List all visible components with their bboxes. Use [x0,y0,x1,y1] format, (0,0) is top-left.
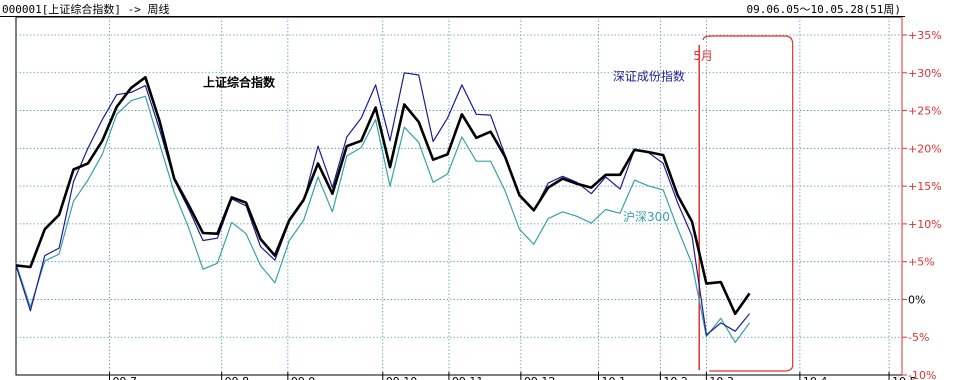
highlight-bracket [702,35,794,372]
chart-header: 000001[上证综合指数] -> 周线 09.06.05～10.05.28(5… [0,0,905,17]
y-tick-label: +20% [908,142,942,155]
y-tick-label: +5% [908,256,935,269]
date-range-label: 09.06.05～10.05.28(51周) [746,3,901,16]
y-tick-label: +35% [908,29,942,42]
x-tick-label: 10.5 [892,375,917,380]
series-annotation: 沪深300 [623,210,670,224]
y-tick-label: -10% [908,369,936,380]
y-tick-label: -5% [908,331,929,344]
y-tick-label: +15% [908,180,942,193]
y-tick-label: +10% [908,218,942,231]
series-line [15,95,750,344]
y-tick-label: 0% [908,293,925,306]
highlight-label: 5月 [693,49,713,63]
y-tick-label: +25% [908,105,942,118]
series-annotation: 上证综合指数 [203,74,276,89]
x-tick-label: 09.7 [112,375,137,380]
x-tick-label: 10.1 [602,375,627,380]
x-tick-label: 09.8 [225,375,250,380]
series-annotation: 深证成份指数 [613,68,685,83]
grid-lines [15,16,903,376]
series-line [15,76,751,316]
may-highlight: 5月 [693,35,794,372]
series-line [15,72,750,336]
x-tick-label: 09.11 [452,375,484,380]
y-axis: +35% +30% +25% +20% +15% +10% +5% 0% -5% -10% [901,17,942,380]
x-tick-label: 09.10 [386,375,418,380]
x-tick-label: 10.4 [803,375,828,380]
x-axis: 09.7 09.8 09.9 09.10 09.11 09.12 10.1 10.2 10.3 1… [108,372,917,380]
x-tick-label: 09.9 [291,375,316,380]
series-lines [15,72,751,344]
index-code-label: 000001[上证综合指数] -> 周线 [2,3,170,16]
x-tick-label: 10.2 [663,375,688,380]
x-tick-label: 10.3 [709,375,734,380]
x-tick-label: 09.12 [524,375,556,380]
plot-frame [15,16,903,376]
y-tick-label: +30% [908,67,942,80]
